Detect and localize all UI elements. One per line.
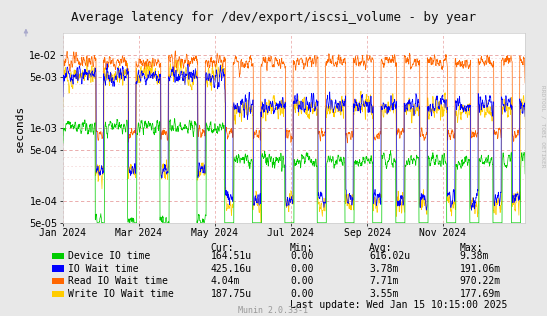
Text: Cur:: Cur: — [211, 243, 234, 253]
Text: Last update: Wed Jan 15 10:15:00 2025: Last update: Wed Jan 15 10:15:00 2025 — [290, 300, 507, 310]
Text: Munin 2.0.33-1: Munin 2.0.33-1 — [238, 307, 309, 315]
Text: 187.75u: 187.75u — [211, 289, 252, 299]
Text: 0.00: 0.00 — [290, 289, 313, 299]
Text: Max:: Max: — [459, 243, 483, 253]
Text: 164.51u: 164.51u — [211, 251, 252, 261]
Text: Avg:: Avg: — [369, 243, 393, 253]
Text: RRDTOOL / TOBI OETIKER: RRDTOOL / TOBI OETIKER — [540, 85, 545, 168]
Text: 3.55m: 3.55m — [369, 289, 399, 299]
Text: 4.04m: 4.04m — [211, 276, 240, 286]
Text: 3.78m: 3.78m — [369, 264, 399, 274]
Text: 0.00: 0.00 — [290, 264, 313, 274]
Text: 970.22m: 970.22m — [459, 276, 501, 286]
Text: Device IO time: Device IO time — [68, 251, 150, 261]
Text: 0.00: 0.00 — [290, 276, 313, 286]
Text: 9.38m: 9.38m — [459, 251, 489, 261]
Text: Read IO Wait time: Read IO Wait time — [68, 276, 168, 286]
Text: Min:: Min: — [290, 243, 313, 253]
Text: 7.71m: 7.71m — [369, 276, 399, 286]
Y-axis label: seconds: seconds — [15, 104, 25, 152]
Text: Write IO Wait time: Write IO Wait time — [68, 289, 174, 299]
Text: 191.06m: 191.06m — [459, 264, 501, 274]
Text: 425.16u: 425.16u — [211, 264, 252, 274]
Text: 616.02u: 616.02u — [369, 251, 410, 261]
Text: Average latency for /dev/export/iscsi_volume - by year: Average latency for /dev/export/iscsi_vo… — [71, 11, 476, 24]
Text: 0.00: 0.00 — [290, 251, 313, 261]
Text: 177.69m: 177.69m — [459, 289, 501, 299]
Text: IO Wait time: IO Wait time — [68, 264, 139, 274]
